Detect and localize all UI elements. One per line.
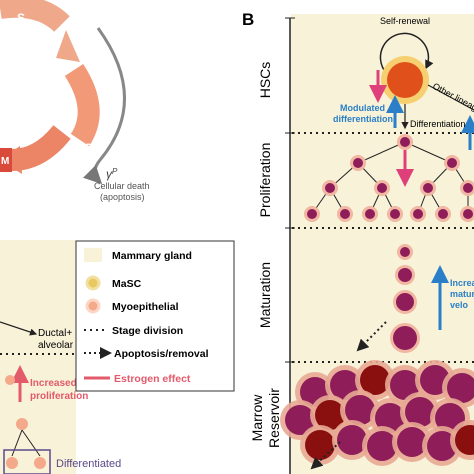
cell [447, 373, 474, 403]
arrow [0, 321, 38, 336]
branch [404, 141, 453, 164]
cell [285, 405, 315, 435]
cell [397, 427, 427, 457]
cell [340, 209, 350, 219]
cell [405, 397, 435, 427]
branch [21, 429, 41, 457]
legend-label: MaSC [112, 278, 142, 290]
s-phase-arc [0, 0, 70, 33]
death-label: (apoptosis) [100, 192, 145, 202]
cell [377, 183, 387, 193]
modulated-label: Modulated [340, 103, 385, 113]
cell [438, 209, 448, 219]
s-arrowhead [56, 30, 80, 62]
cell [365, 209, 375, 219]
phase-label: G₂ [84, 142, 98, 154]
death-symbol: γP [106, 167, 118, 181]
cell [455, 425, 474, 455]
cell [396, 293, 414, 311]
modulated-label: differentiation [333, 114, 393, 124]
maturation-label: Increas [450, 278, 474, 288]
phase-label: M [1, 156, 9, 167]
cell [325, 183, 335, 193]
g2-arc [64, 64, 100, 147]
ductal-label: alveolar [38, 340, 74, 351]
lineage-arrow [427, 84, 474, 111]
differentiated-label: Differentiated [56, 458, 121, 470]
panel-c: Ductal+ alveolar Increased proliferation… [0, 240, 235, 474]
branch [11, 429, 23, 457]
cell [307, 209, 317, 219]
cell [447, 158, 457, 168]
legend-swatch [85, 298, 101, 314]
cell [390, 370, 420, 400]
stage-label: Reservoir [266, 388, 282, 448]
increase-label: Increased [30, 378, 77, 389]
maturation-label: matura [450, 289, 474, 299]
cell [398, 268, 412, 282]
death-arrow [83, 27, 126, 185]
cell [413, 209, 423, 219]
cell [463, 183, 473, 193]
stage-label: Marrow [249, 394, 265, 442]
legend-label: Stage division [112, 325, 183, 337]
legend-label: Myoepithelial [112, 301, 179, 313]
legend-label: Apoptosis/removal [114, 348, 209, 360]
panel-b: B HSCs Proliferation Maturation Marrow R… [242, 10, 474, 474]
cell [427, 431, 457, 461]
m-phase [0, 148, 12, 172]
mammary-area [0, 240, 76, 474]
cell [400, 137, 410, 147]
cell [423, 183, 433, 193]
cell [315, 400, 345, 430]
maturation-label: velo [450, 300, 469, 310]
phase-label: S [17, 11, 25, 25]
self-renewal-arrow [379, 32, 434, 71]
cell [400, 247, 410, 257]
stage-label: HSCs [257, 62, 273, 99]
cell [16, 418, 28, 430]
panel-a: S G₂ M γP Cellular death (apoptosis) [0, 0, 150, 202]
increase-label: proliferation [30, 391, 88, 402]
cell [353, 158, 363, 168]
branch [357, 141, 406, 164]
differentiation-label: Differentiation [410, 119, 465, 129]
cell [34, 457, 46, 469]
gamma: γ [106, 167, 113, 181]
legend-swatch [85, 275, 101, 291]
cells [304, 134, 474, 353]
cell [390, 209, 400, 219]
stage-label: Maturation [257, 262, 273, 328]
cell [6, 457, 18, 469]
hsc [387, 62, 423, 98]
gamma-sup: P [112, 167, 118, 176]
legend-label: Mammary gland [112, 250, 192, 262]
self-renewal-label: Self-renewal [380, 16, 430, 26]
panel-label: B [242, 10, 254, 29]
legend [75, 240, 235, 392]
reservoir-cells [280, 360, 474, 466]
differentiated-box [3, 449, 51, 474]
stage-label: Proliferation [257, 143, 273, 218]
death-label: Cellular death [94, 181, 150, 191]
cell [367, 431, 397, 461]
legend-swatch [84, 248, 102, 262]
removal-arrow [310, 441, 341, 470]
cell [463, 209, 473, 219]
cell [375, 403, 405, 433]
cell [5, 375, 15, 385]
ductal-label: Ductal+ [38, 328, 72, 339]
cell [360, 365, 390, 395]
cell [337, 425, 367, 455]
cell [305, 430, 335, 460]
removal-arrow [356, 321, 387, 352]
cell [393, 326, 417, 350]
legend-label: Estrogen effect [114, 373, 191, 385]
cell [345, 395, 375, 425]
